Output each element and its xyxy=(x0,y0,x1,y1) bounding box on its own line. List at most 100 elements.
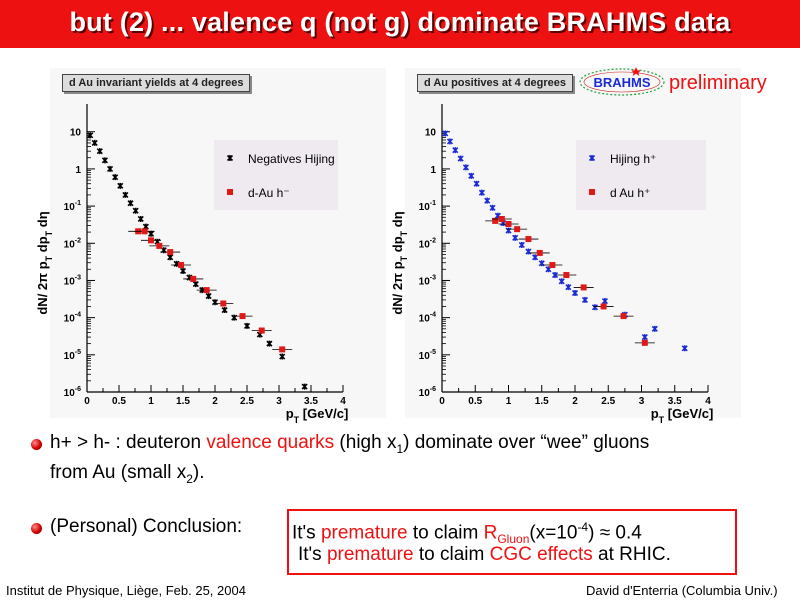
chart-1: 0 0.5 1 1.5 2 2.5 3 3.5 4 10 1 10-1 10-2 10-3 10-4 10-5… xyxy=(35,104,348,425)
data-point xyxy=(549,262,556,269)
x-tick-label: 3.5 xyxy=(668,396,682,407)
data-point xyxy=(514,226,521,233)
data-point xyxy=(462,164,470,171)
x-tick-label: 1.5 xyxy=(176,396,190,407)
legend-marker xyxy=(589,189,595,195)
bullet-1-line-2: from Au (small x2). xyxy=(50,462,205,486)
data-point xyxy=(192,280,199,288)
data-point xyxy=(558,278,565,285)
data-point xyxy=(141,228,148,235)
x-axis-label: pT [GeV/c] xyxy=(286,406,349,425)
data-point xyxy=(137,215,144,223)
legend-label: Negatives Hijing xyxy=(248,152,335,166)
x-tick-label: 3 xyxy=(276,396,282,407)
data-point xyxy=(178,262,185,269)
data-point xyxy=(484,197,491,204)
data-point xyxy=(505,227,512,234)
data-point xyxy=(167,254,174,261)
x-tick-label: 2 xyxy=(212,396,218,407)
legend-box xyxy=(576,140,706,210)
conclusion-line-1: It's premature to claim RGluon(x=10-4) ≈… xyxy=(292,520,642,547)
y-tick-label: 10-4 xyxy=(64,312,81,325)
data-point xyxy=(512,234,519,241)
data-point xyxy=(505,221,512,228)
data-point xyxy=(122,191,129,198)
data-point xyxy=(473,180,480,187)
footer-right: David d'Enterria (Columbia Univ.) xyxy=(586,583,778,598)
data-point xyxy=(231,314,238,321)
data-point xyxy=(651,325,658,332)
data-point xyxy=(101,157,108,164)
data-point xyxy=(239,313,246,320)
x-tick-label: 0.5 xyxy=(112,396,126,407)
data-point xyxy=(147,230,155,237)
y-tick-label: 10-5 xyxy=(419,349,436,362)
data-point xyxy=(132,207,139,214)
bullet-icon xyxy=(31,439,42,450)
legend-marker xyxy=(226,154,234,162)
x-tick-label: 0 xyxy=(84,396,90,407)
data-point xyxy=(601,297,608,305)
y-tick-label: 10-2 xyxy=(419,237,436,250)
y-tick-label: 10-2 xyxy=(64,237,81,250)
x-tick-label: 0.5 xyxy=(468,396,482,407)
data-point xyxy=(468,172,475,179)
legend-label: d-Au h⁻ xyxy=(248,186,290,200)
data-point xyxy=(518,241,525,249)
x-tick-label: 2.5 xyxy=(601,396,615,407)
y-tick-label: 10-6 xyxy=(419,386,436,399)
legend-marker xyxy=(227,189,233,195)
data-point xyxy=(220,300,227,307)
data-point xyxy=(117,182,124,189)
data-point xyxy=(489,204,496,211)
conclusion-label: (Personal) Conclusion: xyxy=(50,516,243,537)
y-tick-label: 10-3 xyxy=(64,274,81,287)
data-point xyxy=(620,313,627,320)
data-point xyxy=(221,306,228,314)
data-point xyxy=(106,165,114,172)
data-point xyxy=(446,138,454,145)
x-tick-label: 3.5 xyxy=(304,396,318,407)
data-point xyxy=(91,139,98,146)
y-tick-label: 10 xyxy=(70,128,82,139)
data-point xyxy=(452,147,459,154)
y-tick-label: 1 xyxy=(430,165,436,176)
data-point xyxy=(258,327,265,334)
data-point xyxy=(266,340,273,347)
data-point xyxy=(279,346,286,353)
footer-left: Institut de Physique, Liège, Feb. 25, 20… xyxy=(6,583,246,598)
x-tick-label: 2.5 xyxy=(240,396,254,407)
data-point xyxy=(243,322,251,329)
right-chart-panel: d Au positives at 4 degrees xyxy=(405,68,741,418)
data-point xyxy=(580,284,587,291)
bullet-1-line-1: h+ > h- : deuteron valence quarks (high … xyxy=(50,432,650,456)
data-point xyxy=(641,339,648,346)
data-point xyxy=(571,289,579,297)
brahms-logo-graphic: BRAHMS xyxy=(579,67,665,96)
y-tick-label: 1 xyxy=(75,165,81,176)
x-tick-label: 4 xyxy=(705,396,711,407)
data-point xyxy=(536,249,543,256)
preliminary-label: preliminary xyxy=(669,72,767,94)
data-point xyxy=(279,353,286,360)
data-point xyxy=(179,267,187,275)
conclusion-box xyxy=(287,509,737,575)
x-tick-label: 1.5 xyxy=(535,396,549,407)
data-point xyxy=(591,304,599,311)
x-tick-label: 3 xyxy=(639,396,645,407)
x-axis-label: pT [GeV/c] xyxy=(651,406,714,425)
data-point xyxy=(563,272,570,279)
y-tick-label: 10-1 xyxy=(64,200,81,213)
y-tick-label: 10 xyxy=(425,128,437,139)
data-point xyxy=(112,174,119,181)
data-point xyxy=(565,284,572,291)
chart-2: 0 0.5 1 1.5 2 2.5 3 3.5 4 10 1 10-1 10-2 10-3 10-4 10-5… xyxy=(390,104,713,425)
data-point xyxy=(96,148,103,155)
legend-marker xyxy=(588,154,596,162)
left-chart-title: d Au invariant yields at 4 degrees xyxy=(62,74,251,92)
brahms-logo-text: BRAHMS xyxy=(593,75,650,90)
left-chart-panel: d Au invariant yields at 4 degrees xyxy=(50,68,386,418)
data-point xyxy=(156,242,163,249)
data-point xyxy=(478,189,485,196)
data-point xyxy=(190,275,197,282)
